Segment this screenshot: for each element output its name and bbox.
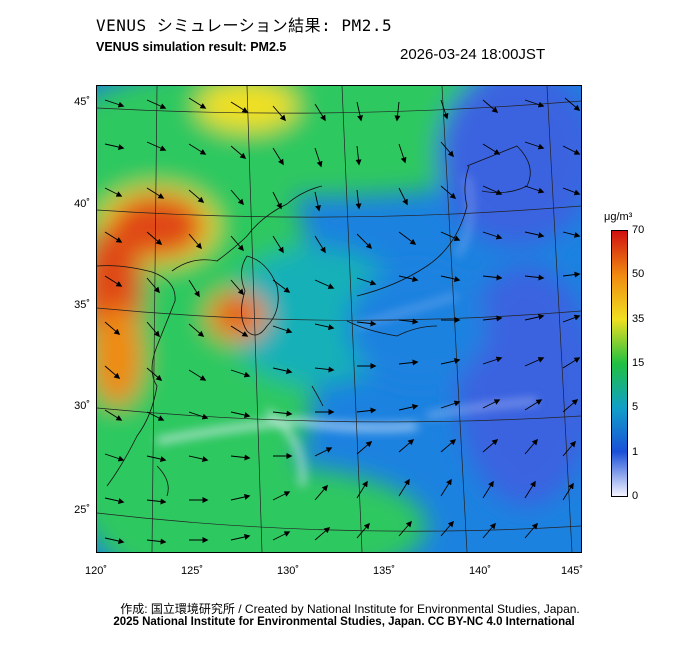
colorbar-label-35: 35 — [632, 313, 644, 325]
colorbar-label-1: 1 — [632, 446, 638, 458]
lat-label-35: 35˚ — [64, 299, 90, 311]
lat-label-25: 25˚ — [64, 504, 90, 516]
colorbar — [611, 230, 628, 497]
map-canvas — [97, 86, 581, 552]
lat-label-40: 40˚ — [64, 198, 90, 210]
colorbar-unit: μg/m³ — [604, 211, 632, 223]
lon-label-140: 140˚ — [460, 565, 500, 577]
concentration-field — [97, 86, 581, 552]
colorbar-label-0: 0 — [632, 490, 638, 502]
lon-label-145: 145˚ — [552, 565, 592, 577]
forecast-timestamp: 2026-03-24 18:00JST — [400, 46, 545, 63]
lon-label-120: 120˚ — [76, 565, 116, 577]
colorbar-label-15: 15 — [632, 357, 644, 369]
lon-label-130: 130˚ — [268, 565, 308, 577]
credit-line: 作成: 国立環境研究所 / Created by National Instit… — [0, 600, 700, 617]
lon-label-125: 125˚ — [172, 565, 212, 577]
colorbar-label-70: 70 — [632, 224, 644, 236]
lon-label-135: 135˚ — [364, 565, 404, 577]
title-english: VENUS simulation result: PM2.5 — [96, 40, 286, 54]
title-japanese: VENUS シミュレーション結果: PM2.5 — [96, 12, 392, 36]
colorbar-label-50: 50 — [632, 268, 644, 280]
lat-label-30: 30˚ — [64, 400, 90, 412]
lat-label-45: 45˚ — [64, 96, 90, 108]
colorbar-label-5: 5 — [632, 401, 638, 413]
pm25-map — [96, 85, 582, 553]
copyright-line: 2025 National Institute for Environmenta… — [0, 616, 694, 628]
